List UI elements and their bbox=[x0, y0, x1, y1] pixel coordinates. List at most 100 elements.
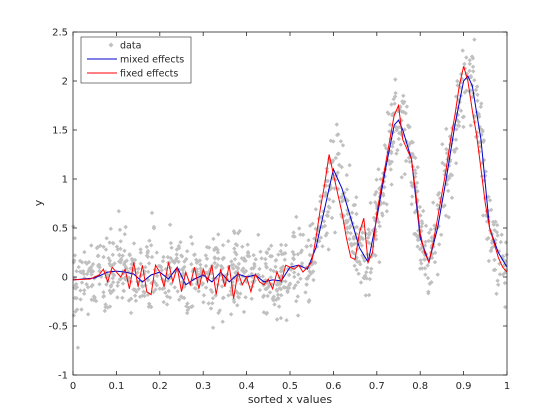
data-point bbox=[426, 291, 431, 296]
data-point bbox=[77, 258, 83, 264]
data-point bbox=[132, 257, 138, 263]
data-point bbox=[122, 248, 127, 253]
data-point bbox=[274, 257, 279, 263]
data-point bbox=[111, 280, 116, 285]
data-point bbox=[236, 261, 242, 267]
data-point bbox=[217, 308, 222, 313]
data-point bbox=[157, 286, 162, 291]
data-point bbox=[446, 215, 451, 220]
data-point bbox=[357, 259, 362, 264]
x-tick-label: 0 bbox=[70, 381, 76, 392]
data-point bbox=[313, 207, 319, 212]
data-point bbox=[356, 271, 361, 276]
data-point bbox=[269, 243, 274, 248]
data-point bbox=[160, 259, 166, 264]
data-point bbox=[86, 259, 92, 265]
data-point bbox=[81, 271, 87, 277]
data-point bbox=[393, 124, 398, 130]
data-point bbox=[384, 202, 389, 207]
data-point bbox=[455, 78, 460, 84]
data-point bbox=[118, 260, 123, 265]
data-point bbox=[159, 268, 164, 273]
data-point bbox=[461, 124, 466, 130]
data-point bbox=[453, 161, 459, 166]
data-point bbox=[136, 266, 141, 271]
data-point bbox=[389, 159, 394, 164]
data-point bbox=[382, 185, 387, 190]
data-point bbox=[75, 345, 81, 350]
data-point bbox=[210, 325, 216, 330]
data-point bbox=[419, 224, 424, 229]
data-point bbox=[385, 110, 390, 115]
data-point bbox=[310, 221, 315, 226]
data-point bbox=[458, 108, 464, 113]
data-point bbox=[351, 203, 356, 208]
data-point bbox=[494, 230, 500, 235]
data-point bbox=[298, 232, 303, 237]
data-point bbox=[331, 199, 336, 204]
data-point bbox=[258, 249, 263, 254]
data-point bbox=[403, 111, 408, 116]
data-point bbox=[101, 244, 106, 249]
y-tick-label: 1.5 bbox=[52, 126, 68, 137]
data-point bbox=[378, 177, 383, 182]
data-point bbox=[115, 280, 121, 285]
data-point bbox=[138, 247, 143, 252]
data-point bbox=[365, 265, 370, 270]
data-point bbox=[401, 109, 406, 115]
data-point bbox=[455, 83, 460, 88]
data-point bbox=[367, 232, 372, 237]
data-point bbox=[82, 249, 87, 255]
data-point bbox=[389, 102, 394, 107]
data-point bbox=[165, 278, 170, 283]
data-point bbox=[149, 243, 154, 248]
data-point bbox=[232, 257, 238, 262]
data-point bbox=[221, 295, 226, 300]
data-point bbox=[275, 296, 280, 301]
data-point bbox=[235, 303, 240, 308]
data-point bbox=[278, 269, 284, 274]
data-point bbox=[232, 230, 237, 236]
data-point bbox=[198, 266, 203, 271]
data-point bbox=[295, 252, 301, 257]
data-point bbox=[128, 296, 134, 301]
data-point bbox=[390, 111, 396, 116]
data-point bbox=[415, 244, 420, 249]
data-point bbox=[102, 308, 107, 314]
data-point bbox=[440, 142, 445, 147]
legend[interactable]: data mixed effects fixed effects bbox=[80, 36, 192, 84]
data-point bbox=[208, 306, 214, 311]
data-point bbox=[358, 280, 364, 285]
data-point bbox=[377, 186, 382, 191]
data-point bbox=[415, 165, 420, 170]
data-point bbox=[440, 160, 445, 166]
data-point bbox=[201, 293, 207, 298]
data-point bbox=[89, 297, 94, 302]
data-point bbox=[220, 243, 226, 248]
data-point bbox=[294, 214, 299, 220]
data-point bbox=[327, 205, 332, 211]
data-point bbox=[481, 213, 486, 218]
data-point bbox=[473, 87, 479, 93]
data-point bbox=[328, 138, 334, 143]
data-point bbox=[451, 148, 457, 153]
data-point bbox=[354, 267, 359, 272]
y-tick-label: 0 bbox=[62, 273, 68, 284]
data-point bbox=[470, 64, 476, 69]
data-point bbox=[210, 296, 216, 301]
data-point bbox=[74, 269, 79, 274]
data-point bbox=[130, 258, 135, 263]
plot-area bbox=[73, 32, 507, 375]
data-point bbox=[460, 115, 466, 120]
data-point bbox=[396, 136, 401, 142]
data-point bbox=[464, 55, 469, 60]
data-point bbox=[363, 293, 368, 298]
data-point bbox=[174, 247, 180, 252]
data-point bbox=[425, 263, 430, 268]
data-point bbox=[456, 123, 462, 129]
data-point bbox=[145, 254, 151, 260]
data-point bbox=[489, 245, 495, 250]
data-point bbox=[235, 290, 240, 296]
data-point bbox=[503, 304, 508, 310]
data-point bbox=[72, 253, 78, 258]
